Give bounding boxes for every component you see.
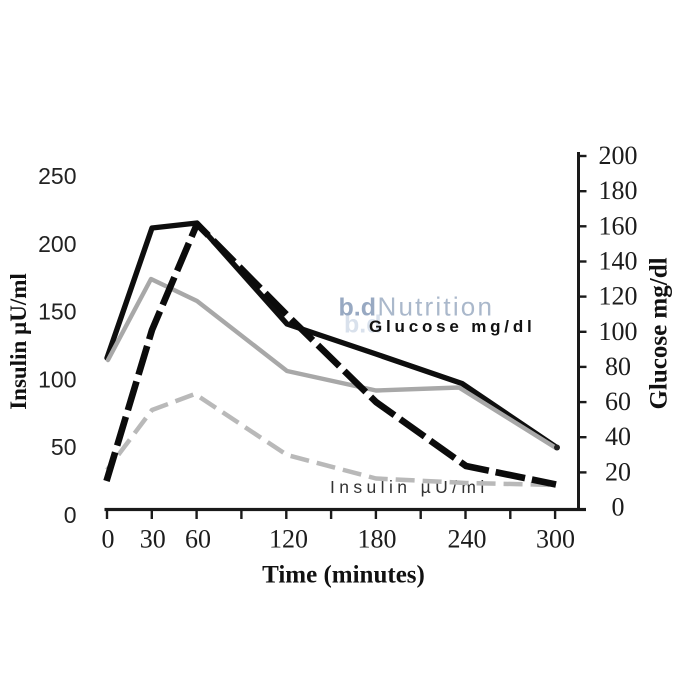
svg-text:0: 0 bbox=[612, 493, 625, 522]
svg-text:160: 160 bbox=[599, 211, 638, 240]
svg-text:b.d: b.d bbox=[344, 311, 382, 339]
svg-text:Insulin µU/ml: Insulin µU/ml bbox=[330, 477, 489, 497]
svg-text:60: 60 bbox=[605, 387, 631, 416]
svg-text:180: 180 bbox=[358, 525, 397, 554]
svg-text:0: 0 bbox=[64, 502, 77, 528]
svg-text:240: 240 bbox=[448, 525, 487, 554]
svg-text:Glucose mg/dl: Glucose mg/dl bbox=[646, 257, 673, 409]
svg-text:180: 180 bbox=[599, 176, 638, 205]
svg-text:200: 200 bbox=[38, 231, 76, 257]
svg-text:120: 120 bbox=[599, 282, 638, 311]
svg-text:200: 200 bbox=[599, 141, 638, 170]
svg-text:300: 300 bbox=[536, 525, 575, 554]
svg-text:30: 30 bbox=[140, 525, 166, 554]
svg-text:Glucose mg/dl: Glucose mg/dl bbox=[369, 317, 536, 336]
svg-text:b.d: b.d bbox=[339, 293, 377, 321]
svg-text:140: 140 bbox=[599, 247, 638, 276]
svg-text:120: 120 bbox=[269, 525, 308, 554]
svg-text:100: 100 bbox=[599, 317, 638, 346]
svg-text:Insulin µU/ml: Insulin µU/ml bbox=[6, 273, 31, 410]
svg-text:100: 100 bbox=[38, 366, 76, 392]
svg-text:0: 0 bbox=[102, 525, 115, 554]
svg-text:150: 150 bbox=[38, 299, 76, 325]
svg-text:20: 20 bbox=[605, 457, 631, 486]
svg-text:Time (minutes): Time (minutes) bbox=[262, 562, 425, 589]
svg-text:250: 250 bbox=[38, 163, 76, 189]
svg-text:80: 80 bbox=[605, 352, 631, 381]
svg-text:Nutrition: Nutrition bbox=[378, 291, 495, 321]
svg-text:50: 50 bbox=[51, 434, 77, 460]
svg-text:40: 40 bbox=[605, 422, 631, 451]
svg-text:60: 60 bbox=[185, 525, 211, 554]
